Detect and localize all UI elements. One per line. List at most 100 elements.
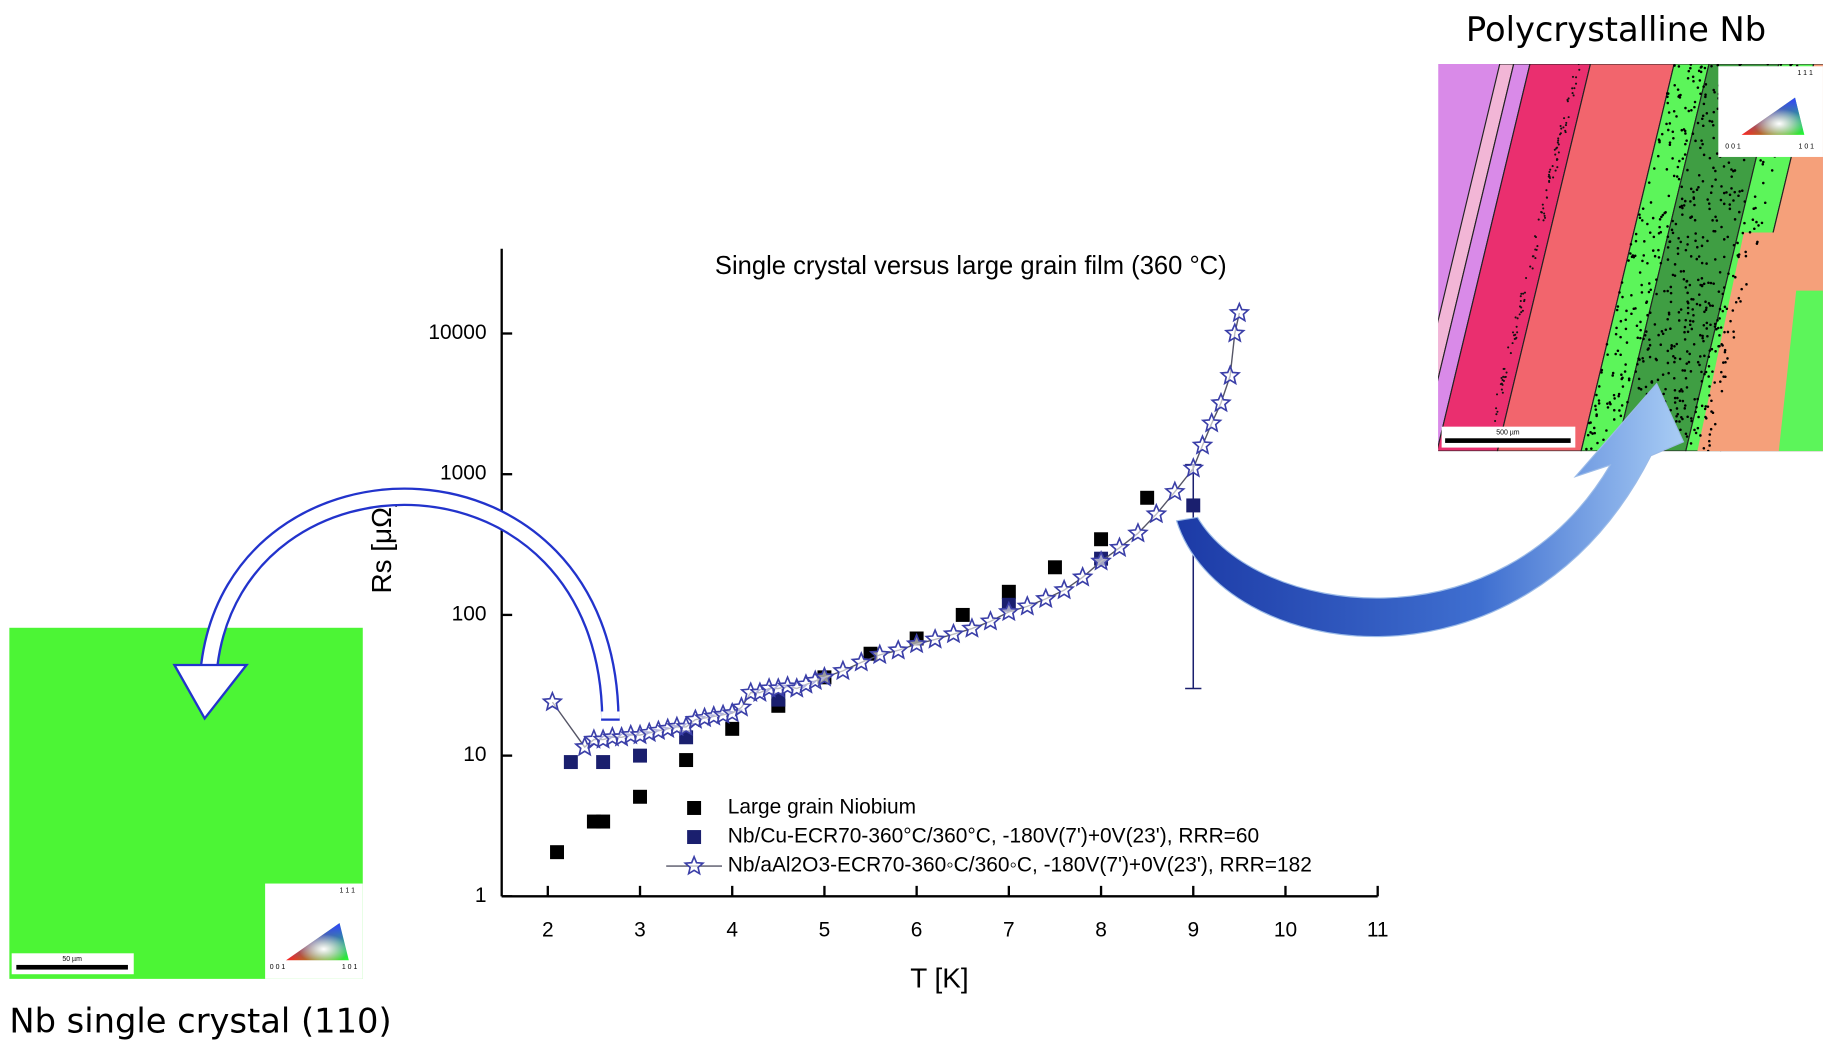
speckle [1677, 95, 1680, 98]
speckle [1714, 423, 1717, 426]
speckle [1670, 301, 1673, 304]
speckle [1500, 383, 1502, 385]
speckle [1712, 124, 1715, 127]
speckle [1700, 371, 1703, 374]
speckle [1708, 302, 1711, 305]
speckle [1690, 442, 1693, 445]
legend-symbol [685, 857, 703, 874]
speckle [1674, 389, 1677, 392]
speckle [1495, 413, 1497, 415]
speckle [1534, 257, 1536, 259]
speckle [1684, 404, 1687, 407]
speckle [1674, 263, 1677, 266]
speckle [1694, 240, 1697, 243]
speckle [1697, 279, 1700, 282]
speckle [1687, 331, 1690, 334]
speckle [1711, 304, 1714, 307]
speckle [1737, 254, 1740, 257]
speckle [1709, 349, 1712, 352]
page: 50 µm 1 1 1 0 0 1 1 0 1 1 1 1 0 0 1 1 0 … [0, 0, 1823, 1047]
speckle [1684, 319, 1687, 322]
speckle [1689, 320, 1692, 323]
speckle [1680, 270, 1683, 273]
speckle [1673, 345, 1676, 348]
speckle [1677, 253, 1680, 256]
speckle [1691, 308, 1694, 311]
speckle [1687, 236, 1690, 239]
speckle [1538, 219, 1540, 221]
speckle [1635, 233, 1638, 236]
speckle [1719, 380, 1722, 383]
speckle [1710, 191, 1713, 194]
speckle [1718, 290, 1721, 293]
speckle [1619, 353, 1622, 356]
speckle [1729, 208, 1732, 211]
speckle [1707, 405, 1710, 408]
speckle [1600, 371, 1603, 374]
speckle [1677, 166, 1680, 169]
speckle [1621, 296, 1624, 299]
speckle [1711, 219, 1714, 222]
speckle [1684, 369, 1687, 372]
caption: Polycrystalline Nb [1466, 10, 1766, 49]
speckle [1496, 411, 1498, 413]
speckle [1660, 262, 1663, 265]
speckle [1707, 450, 1710, 453]
x-tick-label: 10 [1274, 919, 1297, 942]
speckle [1567, 100, 1569, 102]
speckle [1723, 238, 1726, 241]
speckle [1687, 70, 1690, 73]
speckle [1681, 207, 1684, 210]
speckle [1686, 386, 1689, 389]
speckle [1563, 117, 1565, 119]
speckle [1593, 427, 1596, 430]
speckle [1682, 400, 1685, 403]
speckle [1515, 338, 1517, 340]
speckle [1692, 76, 1695, 79]
speckle [1691, 328, 1694, 331]
speckle [1728, 161, 1731, 164]
speckle [1673, 110, 1676, 113]
speckle [1636, 363, 1639, 366]
speckle [1686, 292, 1689, 295]
speckle [1694, 101, 1697, 104]
data-point [945, 625, 963, 642]
speckle [1671, 157, 1674, 160]
speckle [1683, 331, 1686, 334]
speckle [1686, 169, 1689, 172]
speckle [1764, 201, 1767, 204]
ipf-label: 1 0 1 [1799, 143, 1815, 150]
speckle [1529, 266, 1531, 268]
speckle [1761, 163, 1764, 166]
ipf-label: 0 0 1 [1725, 143, 1741, 150]
speckle [1703, 154, 1706, 157]
speckle [1709, 304, 1712, 307]
speckle [1596, 442, 1599, 445]
speckle [1557, 140, 1559, 142]
speckle [1520, 311, 1522, 313]
speckle [1626, 401, 1629, 404]
speckle [1535, 236, 1537, 238]
speckle [1540, 211, 1542, 213]
speckle [1558, 143, 1560, 145]
speckle [1667, 92, 1670, 95]
speckle [1698, 70, 1701, 73]
speckle [1589, 421, 1592, 424]
speckle [1650, 201, 1653, 204]
speckle [1690, 417, 1693, 420]
speckle [1713, 91, 1716, 94]
speckle [1718, 345, 1721, 348]
speckle [1709, 323, 1712, 326]
speckle [1737, 195, 1740, 198]
speckle [1681, 198, 1684, 201]
speckle [1700, 139, 1703, 142]
speckle [1544, 217, 1546, 219]
speckle [1657, 334, 1660, 337]
speckle [1711, 370, 1714, 373]
speckle [1620, 415, 1623, 418]
speckle [1696, 398, 1699, 401]
speckle [1649, 344, 1652, 347]
speckle [1634, 307, 1637, 310]
speckle [1679, 428, 1682, 431]
speckle [1679, 241, 1682, 244]
